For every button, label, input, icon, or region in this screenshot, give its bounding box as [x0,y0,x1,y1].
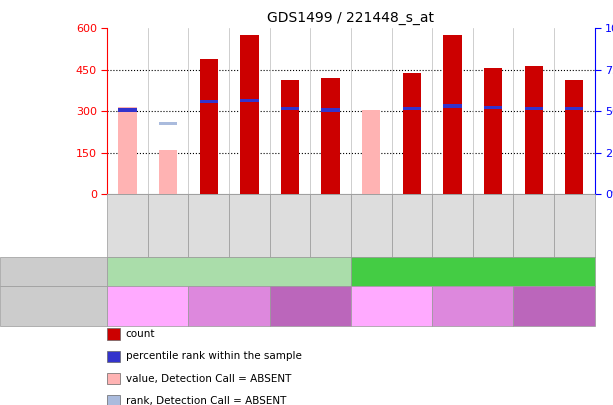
Bar [240,35,259,194]
Bar [443,35,462,194]
Text: wild type
HNF1beta: wild type HNF1beta [208,296,250,315]
Text: GSM74426: GSM74426 [412,201,421,250]
Bar [240,99,259,102]
Bar [362,110,381,194]
Text: protocol: protocol [6,266,51,276]
Text: GSM74425: GSM74425 [128,201,137,250]
Bar [159,122,177,126]
Bar [525,66,543,194]
Text: GSM74430: GSM74430 [493,201,502,250]
Text: GSM74424: GSM74424 [371,201,380,250]
Bar [403,107,421,110]
Text: percentile rank within the sample: percentile rank within the sample [126,352,302,361]
Text: uninduced control: uninduced control [178,266,280,276]
Bar [200,59,218,194]
Text: GSM74423: GSM74423 [330,201,340,250]
Text: HNF1beta A263in
sGG mutant: HNF1beta A263in sGG mutant [273,296,348,315]
Text: GSM74431: GSM74431 [249,201,259,250]
Bar [159,150,177,194]
Text: GSM74427: GSM74427 [168,201,177,250]
Bar [281,79,299,194]
Text: GSM74420: GSM74420 [534,201,543,250]
Text: overexpression: overexpression [430,266,515,276]
Text: ▶: ▶ [88,266,96,276]
Text: rank, Detection Call = ABSENT: rank, Detection Call = ABSENT [126,396,286,405]
Title: GDS1499 / 221448_s_at: GDS1499 / 221448_s_at [267,11,435,25]
Text: GSM74421: GSM74421 [290,201,299,250]
Bar [565,79,584,194]
Bar [321,78,340,194]
Bar [281,107,299,110]
Text: GSM74422: GSM74422 [574,201,584,250]
Bar [443,104,462,107]
Text: count: count [126,329,155,339]
Text: wild type
HNF1alpha: wild type HNF1alpha [368,296,414,315]
Bar [525,107,543,110]
Text: wild type
HNF1beta: wild type HNF1beta [452,296,493,315]
Bar [200,100,218,103]
Text: GSM74429: GSM74429 [209,201,218,250]
Bar [403,72,421,194]
Bar [484,106,502,109]
Bar [484,68,502,194]
Bar [565,107,584,110]
Text: genotype/variation: genotype/variation [3,301,96,311]
Text: GSM74428: GSM74428 [452,201,462,250]
Text: wild type
HNF1alpha: wild type HNF1alpha [125,296,171,315]
Text: ▶: ▶ [88,301,96,311]
Text: value, Detection Call = ABSENT: value, Detection Call = ABSENT [126,374,291,384]
Text: HNF1beta A263in
sGG mutant: HNF1beta A263in sGG mutant [517,296,591,315]
Bar [118,107,137,194]
Bar [321,108,340,112]
Bar [118,108,137,112]
